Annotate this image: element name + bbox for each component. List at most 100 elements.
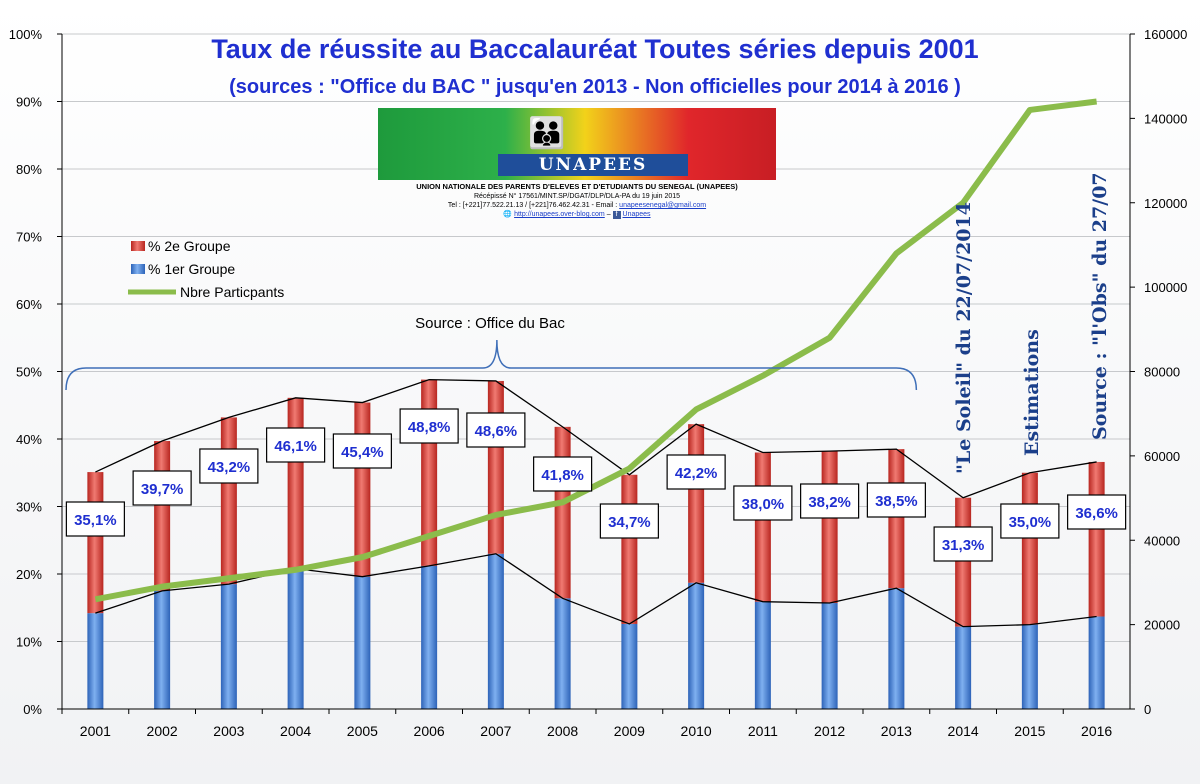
line-participants	[94, 98, 1098, 603]
x-tick-label: 2007	[480, 723, 511, 739]
data-label: 42,2%	[675, 465, 718, 482]
y-left-tick-label: 90%	[16, 95, 42, 110]
legend-label: Nbre Particpants	[180, 284, 284, 300]
y-right-tick-label: 20000	[1144, 618, 1180, 633]
y-left-tick-label: 80%	[16, 162, 42, 177]
x-tick-label: 2011	[748, 723, 778, 739]
y-right-tick-label: 160000	[1144, 27, 1187, 42]
legend-label: % 1er Groupe	[148, 261, 235, 277]
bar-1er-groupe	[1021, 624, 1038, 709]
y-left-tick-label: 50%	[16, 365, 42, 380]
bar-2e-groupe	[220, 417, 237, 585]
bar-1er-groupe	[87, 613, 104, 709]
data-label-box	[65, 501, 125, 537]
legend: % 2e Groupe % 1er Groupe Nbre Particpants	[128, 238, 284, 300]
bar-1er-groupe	[154, 590, 171, 709]
y-left-tick-label: 70%	[16, 230, 42, 245]
bar-1er-groupe	[421, 565, 438, 709]
bracket-label: Source : Office du Bac	[415, 315, 565, 332]
x-tick-label: 2012	[814, 723, 845, 739]
bar-2e-groupe	[621, 474, 638, 624]
chart-subtitle: (sources : "Office du BAC " jusqu'en 201…	[229, 76, 961, 98]
data-label: 46,1%	[274, 438, 317, 455]
data-label: 38,2%	[808, 494, 851, 511]
source-brace	[65, 339, 918, 391]
bar-1er-groupe	[888, 588, 905, 709]
blog-link[interactable]: http://unapees.over-blog.com	[514, 211, 605, 218]
bar-2e-groupe	[354, 402, 371, 577]
data-label: 36,6%	[1075, 505, 1118, 522]
x-tick-label: 2001	[80, 723, 111, 739]
data-label-box	[533, 456, 593, 492]
legend-swatch	[131, 241, 145, 251]
email-link[interactable]: unapeesenegal@gmail.com	[619, 202, 707, 209]
y-left-tick-label: 10%	[16, 635, 42, 650]
bar-2e-groupe	[1021, 472, 1038, 625]
data-label-box	[266, 427, 326, 463]
bar-1er-groupe	[1088, 616, 1105, 709]
globe-icon: 🌐	[503, 211, 513, 218]
y-right-tick-label: 100000	[1144, 280, 1187, 295]
data-label: 45,4%	[341, 444, 384, 461]
y-left-tick-label: 100%	[9, 27, 43, 42]
bar-1er-groupe	[554, 598, 571, 709]
data-label-box	[866, 482, 926, 518]
bar-1er-groupe	[621, 623, 638, 709]
data-labels: 35,1% 39,7% 43,2% 46,1% 45,4% 48,8% 48,6% 41,8%…	[65, 408, 1127, 562]
bar-2e-groupe	[688, 424, 705, 583]
unapees-logo: 👪 UNAPEES UNION NATIONALE DES PARENTS D'…	[378, 108, 776, 220]
bar-1er-groupe	[955, 626, 972, 709]
bar-2e-groupe	[87, 472, 104, 614]
legend-label: % 2e Groupe	[148, 238, 231, 254]
y-left-tick-label: 20%	[16, 567, 42, 582]
y-left-tick-label: 60%	[16, 297, 42, 312]
annotation-soleil: "Le Soleil" du 22/07/2014	[953, 202, 975, 474]
logo-line-3: Tel : [+221]77.522.21.13 / [+221]76.462.…	[447, 202, 707, 209]
y-right-tick-label: 140000	[1144, 111, 1187, 126]
line-total-top	[95, 378, 1097, 499]
data-label: 38,5%	[875, 493, 918, 510]
x-tick-label: 2014	[948, 723, 979, 739]
x-tick-label: 2002	[147, 723, 178, 739]
line-1er-groupe-top	[95, 553, 1097, 628]
data-label-box	[599, 503, 659, 539]
y-right-tick-label: 40000	[1144, 533, 1180, 548]
x-tick-label: 2005	[347, 723, 378, 739]
x-tick-label: 2016	[1081, 723, 1112, 739]
data-label-box	[332, 433, 392, 469]
data-label-box	[466, 412, 526, 448]
axes: 0% 10% 20% 30% 40% 50% 60% 70% 80% 90% 100% 0 20000 4…	[9, 27, 1188, 739]
legend-swatch	[131, 264, 145, 274]
bar-1er-groupe	[487, 553, 504, 709]
family-icon: 👪	[528, 117, 570, 150]
data-label-box	[199, 448, 259, 484]
bar-1er-groupe	[688, 582, 705, 709]
bar-1er-groupe	[821, 603, 838, 709]
data-label-box	[733, 485, 793, 521]
data-label-box	[800, 483, 860, 519]
bar-2e-groupe	[1088, 461, 1105, 617]
x-tick-label: 2015	[1014, 723, 1045, 739]
chart-title: Taux de réussite au Baccalauréat Toutes …	[211, 34, 978, 64]
bar-2e-groupe	[554, 426, 571, 599]
logo-name: UNAPEES	[498, 154, 688, 176]
x-tick-label: 2006	[414, 723, 445, 739]
data-label-box	[132, 470, 192, 506]
x-tick-label: 2004	[280, 723, 311, 739]
annotations: Source : Office du Bac "Le Soleil" du 22/…	[65, 172, 1111, 474]
data-label-box	[399, 408, 459, 444]
y-left-tick-label: 40%	[16, 432, 42, 447]
y-right-tick-label: 120000	[1144, 196, 1187, 211]
data-label-box	[1067, 494, 1127, 530]
x-tick-label: 2009	[614, 723, 645, 739]
logo-line-4: 🌐 http://unapees.over-blog.com – f Unape…	[503, 211, 651, 219]
logo-line-2: Récépissé N° 17561/MINT.SP/DGAT/DLP/DLA-…	[473, 193, 681, 200]
data-label-box	[1000, 503, 1060, 539]
facebook-link[interactable]: Unapees	[622, 211, 651, 218]
data-label: 48,6%	[475, 423, 518, 440]
data-label: 39,7%	[141, 481, 184, 498]
logo-line-1: UNION NATIONALE DES PARENTS D'ELEVES ET …	[416, 182, 738, 191]
bar-1er-groupe	[287, 568, 304, 709]
y-right-tick-label: 0	[1144, 702, 1151, 717]
